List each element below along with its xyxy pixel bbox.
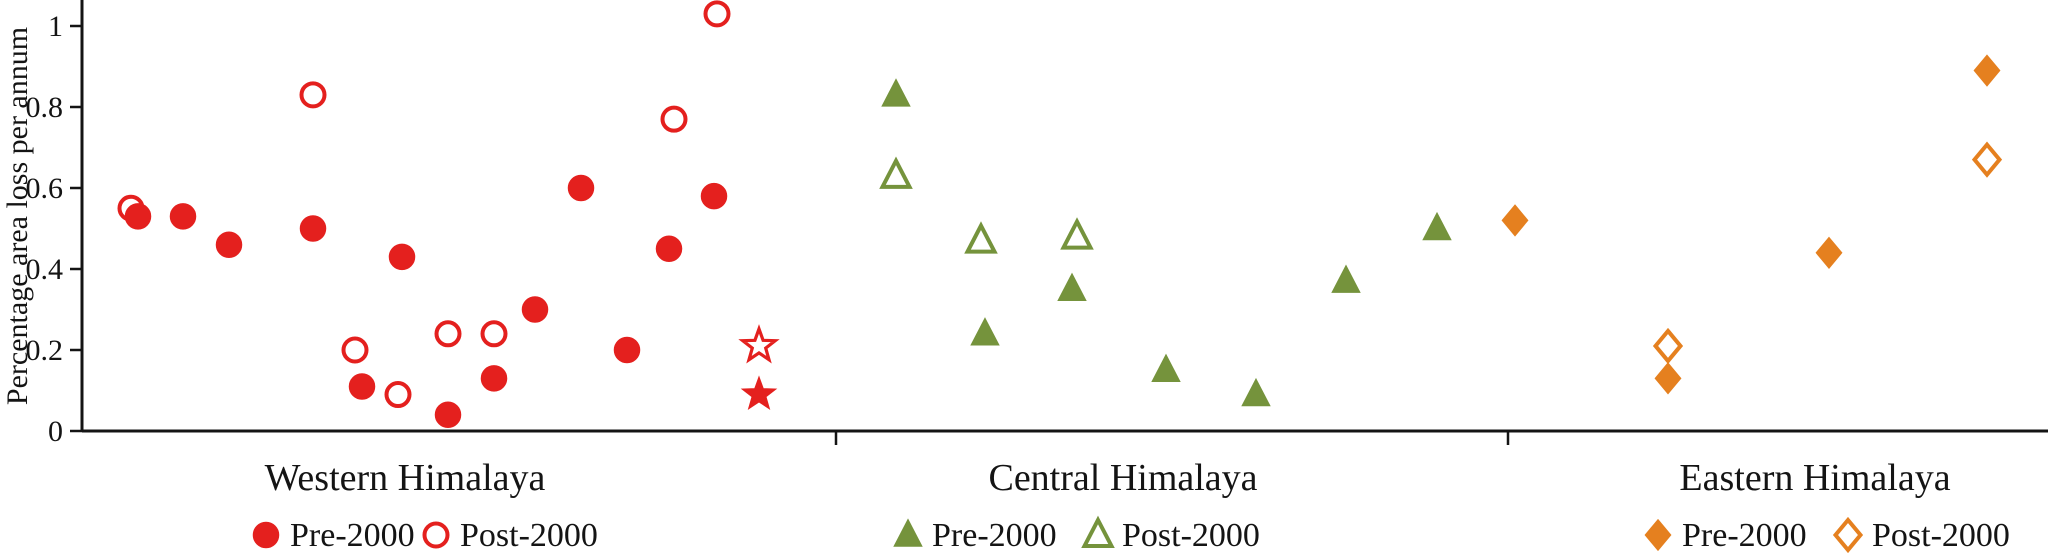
y-axis-title: Percentage area loss per annum: [1, 27, 34, 405]
legend-triangle-filled-icon: [893, 518, 923, 547]
data-points: [117, 0, 2003, 429]
data-point: [970, 317, 1000, 346]
data-point: [879, 156, 913, 189]
data-point: [1057, 272, 1087, 301]
legend-label: Post-2000: [1872, 517, 2010, 554]
y-tick-label: 0.8: [26, 91, 64, 124]
y-tick-label: 0.2: [26, 334, 64, 367]
data-point: [348, 373, 376, 400]
data-point: [384, 381, 412, 409]
data-point: [1652, 327, 1684, 365]
legend-label: Post-2000: [1122, 517, 1260, 554]
data-point: [1331, 264, 1361, 293]
data-point: [740, 375, 778, 411]
data-point: [964, 221, 998, 254]
legend-diamond-open-icon: [1832, 516, 1864, 554]
legend-label: Pre-2000: [290, 517, 415, 554]
legend-circle-open-icon: [422, 521, 450, 549]
legend-triangle-open-icon: [1081, 515, 1115, 548]
data-point: [1971, 141, 2003, 178]
data-point: [1151, 353, 1181, 382]
data-point: [1973, 54, 2001, 87]
data-point: [521, 296, 549, 323]
data-point: [215, 231, 243, 258]
data-point: [341, 336, 369, 364]
series-eastern-post-2000: [1652, 141, 2003, 365]
series-western-pre-2000: [124, 174, 728, 429]
series-central-post-2000: [879, 156, 1094, 254]
data-point: [299, 81, 327, 109]
data-point: [1241, 377, 1271, 407]
region-label: Central Himalaya: [988, 457, 1257, 499]
data-point: [480, 365, 508, 392]
y-axis-ticks: 0 0.2 0.4 0.6 0.8 1: [26, 10, 82, 448]
data-point: [480, 320, 508, 348]
region-labels: Western Himalaya Central Himalaya Eastern …: [265, 457, 1951, 499]
data-point: [700, 182, 728, 210]
data-point: [567, 174, 595, 202]
legend-label: Pre-2000: [1682, 517, 1807, 554]
region-label: Eastern Himalaya: [1679, 457, 1950, 499]
series-western-star-filled: [740, 375, 778, 411]
legend-circle-filled-icon: [252, 521, 280, 549]
data-point: [434, 320, 462, 348]
data-point: [299, 215, 327, 242]
series-western-star-open: [738, 324, 780, 364]
y-tick-label: 0.4: [26, 253, 64, 286]
data-point: [388, 243, 416, 271]
data-point: [124, 203, 152, 230]
data-point: [738, 324, 780, 364]
series-central-pre-2000: [881, 78, 1452, 407]
legend-label: Pre-2000: [932, 517, 1057, 554]
y-tick-label: 0: [48, 415, 63, 448]
data-point: [1815, 236, 1843, 269]
y-tick-label: 0.6: [26, 172, 64, 205]
y-tick-label: 1: [48, 10, 63, 43]
data-point: [1501, 204, 1529, 237]
data-point: [434, 401, 462, 429]
legend-label: Post-2000: [460, 517, 598, 554]
data-point: [881, 78, 911, 107]
legend-diamond-filled-icon: [1644, 518, 1672, 552]
legend: Pre-2000 Post-2000 Pre-2000 Post-2000 Pre-20…: [252, 515, 2010, 554]
region-dividers: [834, 431, 1510, 445]
data-point: [1654, 362, 1682, 395]
data-point: [613, 336, 641, 364]
data-point: [703, 0, 731, 28]
data-point: [660, 105, 688, 133]
data-point: [1060, 217, 1094, 250]
region-label: Western Himalaya: [265, 457, 546, 499]
data-point: [169, 203, 197, 230]
data-point: [655, 235, 683, 262]
series-eastern-pre-2000: [1501, 54, 2001, 395]
data-point: [1422, 211, 1452, 241]
